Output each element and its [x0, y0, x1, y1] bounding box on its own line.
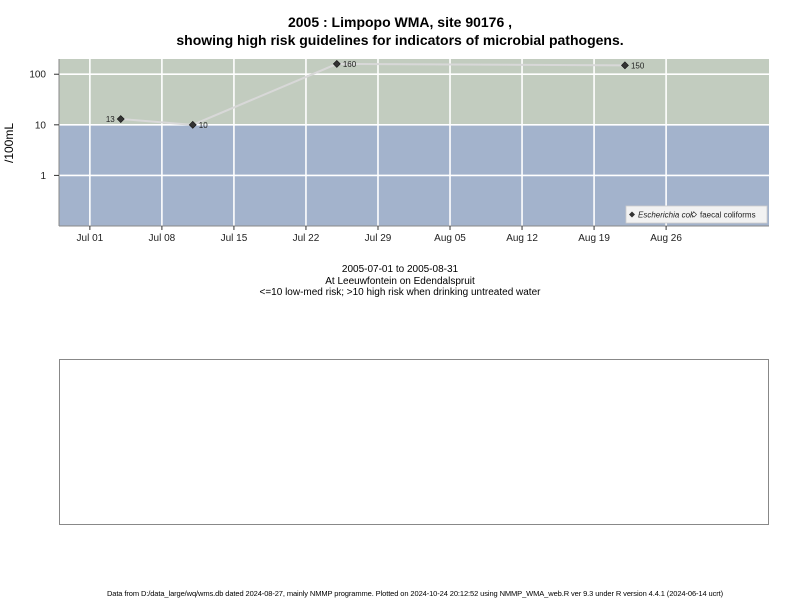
- legend: Escherichia coli faecal coliforms: [625, 205, 768, 224]
- y-tick-label: 100: [29, 70, 46, 81]
- data-point-marker: [116, 115, 125, 123]
- empty-plot-panel: [59, 359, 769, 525]
- y-tick-label: 1: [40, 171, 46, 182]
- legend-label: Escherichia coli: [638, 211, 694, 220]
- x-tick-label: Aug 19: [578, 233, 610, 244]
- legend-label: faecal coliforms: [700, 211, 756, 220]
- footer-note: Data from D:/data_large/wq/wms.db dated …: [106, 589, 724, 598]
- data-series: 13 10 160 150: [106, 60, 645, 130]
- risk-note-text: <=10 low-med risk; >10 high risk when dr…: [259, 287, 541, 298]
- data-point-marker: [332, 59, 341, 68]
- axes: Jul 01 Jul 08 Jul 15 Jul 22 Jul 29 Aug 05 Aug …: [29, 59, 769, 244]
- x-tick-label: Jul 08: [149, 233, 176, 244]
- chart-title-line-1: 2005 : Limpopo WMA, site 90176 ,: [287, 14, 513, 30]
- data-point-label: 160: [343, 60, 357, 69]
- data-point-label: 150: [631, 61, 645, 70]
- x-tick-label: Jul 29: [365, 233, 392, 244]
- x-tick-label: Aug 26: [650, 233, 682, 244]
- high-risk-zone: [59, 59, 769, 125]
- y-tick-label: 10: [35, 120, 47, 131]
- data-point-label: 10: [199, 121, 208, 130]
- data-point-label: 13: [106, 115, 115, 124]
- x-tick-label: Jul 01: [77, 233, 104, 244]
- x-tick-label: Jul 22: [293, 233, 320, 244]
- x-tick-label: Aug 12: [506, 233, 538, 244]
- chart-svg: Jul 01 Jul 08 Jul 15 Jul 22 Jul 29 Aug 05 Aug …: [2, 59, 769, 244]
- x-tick-label: Aug 05: [434, 233, 466, 244]
- grid-lines: [59, 59, 769, 226]
- location-text: At Leeuwfontein on Edendalspruit: [325, 276, 475, 287]
- series-line: [120, 62, 625, 126]
- date-range-text: 2005-07-01 to 2005-08-31: [341, 264, 459, 275]
- legend-marker: [629, 211, 635, 218]
- chart-title-line-2: showing high risk guidelines for indicat…: [176, 32, 624, 48]
- data-point-marker: [621, 61, 629, 70]
- data-point-marker: [188, 120, 197, 129]
- y-axis-label: /100mL: [2, 123, 16, 163]
- x-tick-label: Jul 15: [221, 233, 248, 244]
- legend-marker: [691, 211, 697, 218]
